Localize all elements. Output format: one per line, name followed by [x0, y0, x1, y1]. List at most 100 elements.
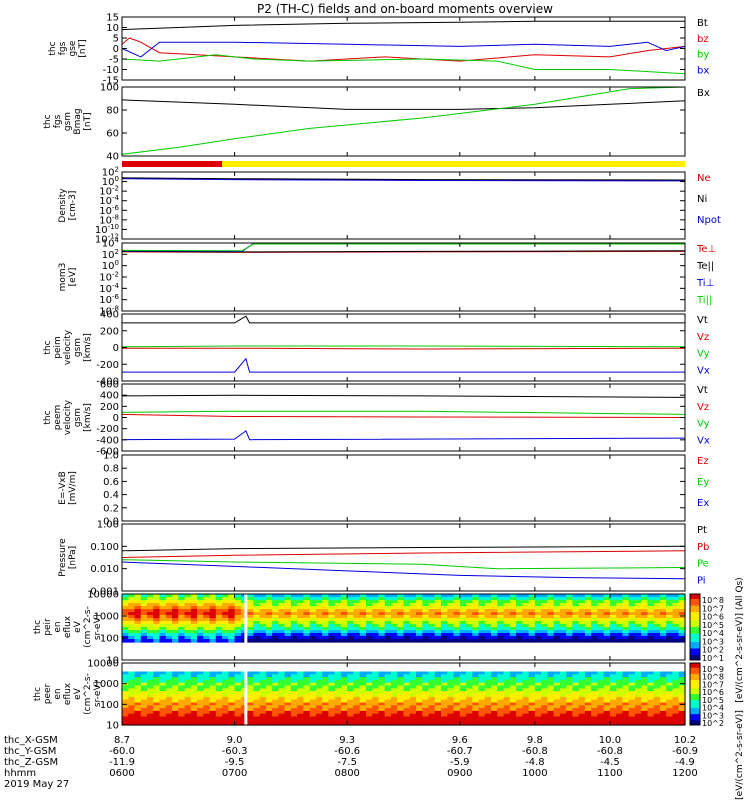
electron-spectrogram-cell	[234, 716, 242, 720]
electron-spectrogram-cell	[566, 674, 573, 678]
electron-spectrogram-cell	[616, 679, 624, 684]
ion-spectrogram-cell	[178, 621, 186, 625]
electron-spectrogram-cell	[234, 679, 242, 684]
electron-spectrogram-cell	[234, 705, 242, 709]
electron-spectrogram-cell	[247, 722, 254, 726]
ion-spectrogram-cell	[528, 603, 536, 607]
electron-spectrogram-cell	[222, 674, 229, 678]
electron-spectrogram-cell	[340, 705, 348, 709]
electron-spectrogram-cell	[641, 679, 649, 684]
electron-spectrogram-cell	[284, 708, 292, 712]
electron-spectrogram-cell	[647, 694, 655, 698]
ion-spectrogram-ylabel: peir	[43, 618, 53, 636]
ion-spectrogram-cell	[559, 609, 567, 613]
electron-spectrogram-cell	[453, 710, 461, 715]
ion-spectrogram-cell	[309, 606, 317, 610]
electron-spectrogram-cell	[453, 702, 461, 706]
electron-spectrogram-cell	[641, 713, 649, 718]
electron-spectrogram-cell	[190, 699, 198, 703]
ion-spectrogram-cell	[372, 633, 380, 637]
electron-spectrogram-ytick-label: 10	[106, 721, 119, 732]
electron-spectrogram-cell	[447, 702, 455, 706]
electron-spectrogram-cell	[672, 671, 680, 675]
ion-spectrogram-cell	[466, 597, 473, 601]
ion-spectrogram-cell	[447, 630, 455, 634]
electron-spectrogram-cell	[578, 696, 586, 701]
ion-spectrogram-cell	[347, 603, 355, 607]
time-axis-tick-label: -60.7	[447, 746, 473, 757]
electron-spectrogram-cell	[159, 674, 167, 678]
electron-spectrogram-cell	[384, 702, 392, 706]
electron-spectrogram-cell	[222, 699, 229, 703]
ion-spectrogram-cell	[616, 615, 624, 619]
ion-spectrogram-cell	[128, 630, 136, 634]
ion-spectrogram-cell	[366, 627, 373, 631]
ion-spectrogram-cell	[635, 594, 642, 598]
ion-spectrogram-cell	[153, 606, 161, 610]
electron-spectrogram-cell	[441, 705, 448, 709]
electron-spectrogram-cell	[453, 682, 461, 687]
electron-spectrogram-cell	[315, 710, 323, 715]
electron-spectrogram-cell	[215, 713, 223, 718]
electron-spectrogram-cell	[403, 674, 411, 678]
fgs-legend-bt: Bt	[697, 18, 708, 29]
plot-title: P2 (TH-C) fields and on-board moments ov…	[257, 2, 553, 16]
electron-spectrogram-cell	[359, 679, 367, 684]
electron-spectrogram-cell	[666, 685, 674, 689]
ion-spectrogram-cell	[484, 612, 492, 616]
ion-spectrogram-cell	[322, 594, 330, 598]
electron-spectrogram-cell	[547, 682, 555, 687]
electron-spectrogram-cell	[522, 696, 530, 701]
electron-spectrogram-cell	[309, 685, 317, 689]
electron-spectrogram-colorbar-segment	[690, 695, 700, 698]
ion-spectrogram-cell	[134, 615, 142, 619]
ion-spectrogram-cell	[416, 603, 423, 607]
electron-spectrogram-cell	[403, 696, 411, 701]
electron-spectrogram-cell	[134, 679, 142, 684]
electron-spectrogram-cell	[147, 708, 154, 712]
electron-spectrogram-cell	[228, 679, 236, 684]
electric-field-ylabel: E=-VxB	[58, 471, 68, 505]
ion-spectrogram-cell	[290, 612, 298, 616]
electron-spectrogram-cell	[297, 699, 305, 703]
electron-spectrogram-cell	[466, 705, 473, 709]
ion-spectrogram-cell	[628, 600, 636, 604]
electron-spectrogram-cell	[616, 699, 624, 703]
ion-spectrogram-cell	[366, 618, 373, 622]
ion-spectrogram-cell	[128, 615, 136, 619]
electron-spectrogram-cell	[391, 713, 398, 718]
ion-spectrogram-cell	[534, 618, 542, 622]
electron-spectrogram-cell	[584, 674, 592, 678]
electron-spectrogram-cell	[209, 719, 217, 723]
electron-spectrogram-cell	[178, 710, 186, 715]
electron-spectrogram-cell	[509, 671, 517, 675]
electron-spectrogram-cell	[253, 713, 261, 718]
ion-spectrogram-cell	[315, 624, 323, 628]
electron-spectrogram-cell	[353, 710, 361, 715]
ion-spectrogram-cell	[660, 618, 667, 622]
electron-spectrogram-cell	[128, 705, 136, 709]
ion-spectrogram-cell	[272, 594, 279, 598]
ion-spectrogram-cell	[603, 606, 611, 610]
electron-spectrogram-cell	[528, 691, 536, 695]
electron-spectrogram-cell	[372, 702, 380, 706]
electron-spectrogram-cell	[453, 671, 461, 675]
electron-spectrogram-cell	[509, 696, 517, 701]
electron-spectrogram-cell	[265, 702, 273, 706]
electron-spectrogram-cell	[522, 702, 530, 706]
electron-spectrogram-cell	[153, 710, 161, 715]
ion-spectrogram-cell	[228, 627, 236, 631]
ion-spectrogram-colorbar-segment	[690, 622, 700, 625]
ion-spectrogram-cell	[359, 609, 367, 613]
ion-spectrogram-cell	[641, 594, 649, 598]
electron-velocity-series-vt	[121, 394, 686, 398]
fgs-ylabel: fgs	[58, 41, 68, 55]
time-axis-tick-label: -60.8	[597, 746, 623, 757]
electron-spectrogram-colorbar-tick-label: 10^7	[702, 680, 724, 689]
electron-spectrogram-cell	[303, 688, 311, 692]
ion-spectrogram-cell	[497, 600, 505, 604]
ion-spectrogram-cell	[578, 636, 586, 640]
electron-spectrogram-cell	[653, 685, 661, 689]
electron-spectrogram-cell	[197, 716, 204, 720]
electron-spectrogram-cell	[672, 694, 680, 698]
